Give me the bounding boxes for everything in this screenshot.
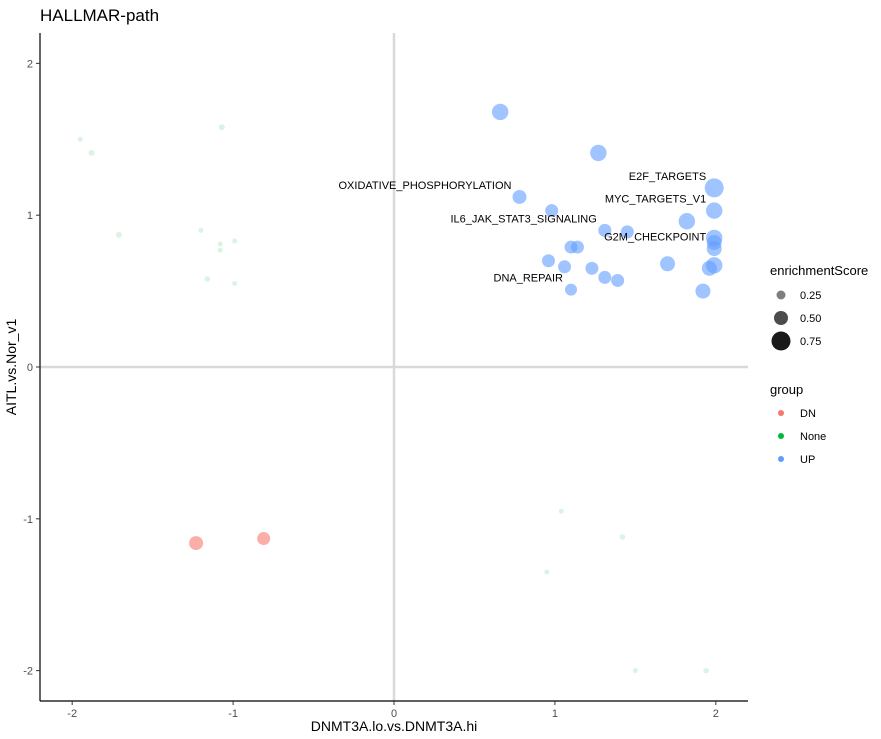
- data-point-none: [204, 276, 211, 282]
- data-point-up: [558, 260, 572, 274]
- data-point-none: [198, 227, 204, 233]
- data-point-up: [695, 283, 711, 299]
- data-point-up: [706, 241, 722, 257]
- x-tick-label: 2: [713, 708, 719, 720]
- y-tick-label: 0: [27, 362, 33, 374]
- legend-size-key: [774, 311, 788, 325]
- data-point-up: [492, 103, 509, 121]
- y-tick-label: 1: [27, 210, 33, 222]
- data-point-none: [217, 247, 223, 253]
- plot-area: -2 -1 0 1 2 -2 -1 0 1 2 E2F_TARGETS OXIDATIVE_PHOSP…: [23, 33, 748, 720]
- legend-color-title: group: [770, 382, 803, 397]
- x-tick-label: -1: [228, 708, 238, 720]
- chart-title: HALLMAR-path: [40, 6, 159, 25]
- data-point-none: [544, 569, 550, 575]
- data-point-up: [660, 256, 676, 272]
- x-axis-label: DNMT3A.lo.vs.DNMT3A.hi: [311, 718, 477, 734]
- data-point-none: [232, 238, 238, 244]
- data-point-up: [590, 144, 607, 162]
- legend-color-key: [778, 433, 784, 439]
- legend-size-key: [771, 331, 791, 351]
- data-point-up: [598, 270, 612, 284]
- data-point-up: [620, 225, 634, 239]
- point-label: IL6_JAK_STAT3_SIGNALING: [450, 213, 596, 225]
- legend-color-key: [778, 456, 784, 462]
- y-tick-label: -2: [23, 666, 33, 678]
- data-point-up: [512, 189, 527, 204]
- y-tick-label: -1: [23, 514, 33, 526]
- y-tick-label: 2: [27, 58, 33, 70]
- data-point-none: [115, 231, 122, 238]
- data-point-none: [217, 241, 223, 247]
- data-point-up: [706, 202, 723, 219]
- data-point-up: [541, 254, 555, 268]
- data-point-up: [545, 204, 559, 218]
- legend-color-label: None: [800, 431, 826, 443]
- point-label: MYC_TARGETS_V1: [605, 194, 706, 206]
- data-point-none: [558, 508, 564, 514]
- legend-size-label: 0.75: [800, 336, 821, 348]
- data-point-none: [77, 136, 83, 142]
- data-point-up: [611, 273, 625, 287]
- data-point-dn: [189, 536, 204, 551]
- data-point-up: [598, 223, 612, 237]
- legend-size-title: enrichmentScore: [770, 263, 868, 278]
- data-point-none: [703, 667, 709, 674]
- legend: enrichmentScore 0.25 0.50 0.75 group DN None UP: [770, 263, 868, 466]
- x-tick-label: 0: [391, 708, 397, 720]
- data-point-up: [678, 213, 696, 230]
- legend-color-label: DN: [800, 408, 816, 420]
- data-point-up: [585, 261, 599, 275]
- point-label: G2M_CHECKPOINT: [604, 232, 706, 244]
- data-point-up: [704, 178, 724, 198]
- point-label: E2F_TARGETS: [629, 171, 706, 183]
- x-tick-label: -2: [67, 708, 77, 720]
- data-point-up: [570, 240, 584, 254]
- data-point-up: [565, 283, 577, 296]
- legend-color-key: [778, 410, 784, 416]
- data-point-none: [619, 534, 626, 540]
- data-point-none: [88, 149, 95, 156]
- data-point-up: [701, 260, 717, 276]
- data-point-none: [232, 281, 238, 286]
- legend-size-label: 0.25: [800, 290, 821, 302]
- legend-size-label: 0.50: [800, 313, 821, 325]
- legend-size-key: [776, 290, 786, 300]
- data-point-dn: [257, 532, 271, 546]
- data-point-none: [218, 124, 225, 131]
- x-tick-label: 1: [552, 708, 558, 720]
- legend-color-label: UP: [800, 454, 815, 466]
- y-axis-label: AITL.vs.Nor_v1: [3, 319, 19, 416]
- point-label: OXIDATIVE_PHOSPHORYLATION: [339, 180, 512, 192]
- point-label: DNA_REPAIR: [494, 273, 564, 285]
- data-point-none: [632, 668, 638, 674]
